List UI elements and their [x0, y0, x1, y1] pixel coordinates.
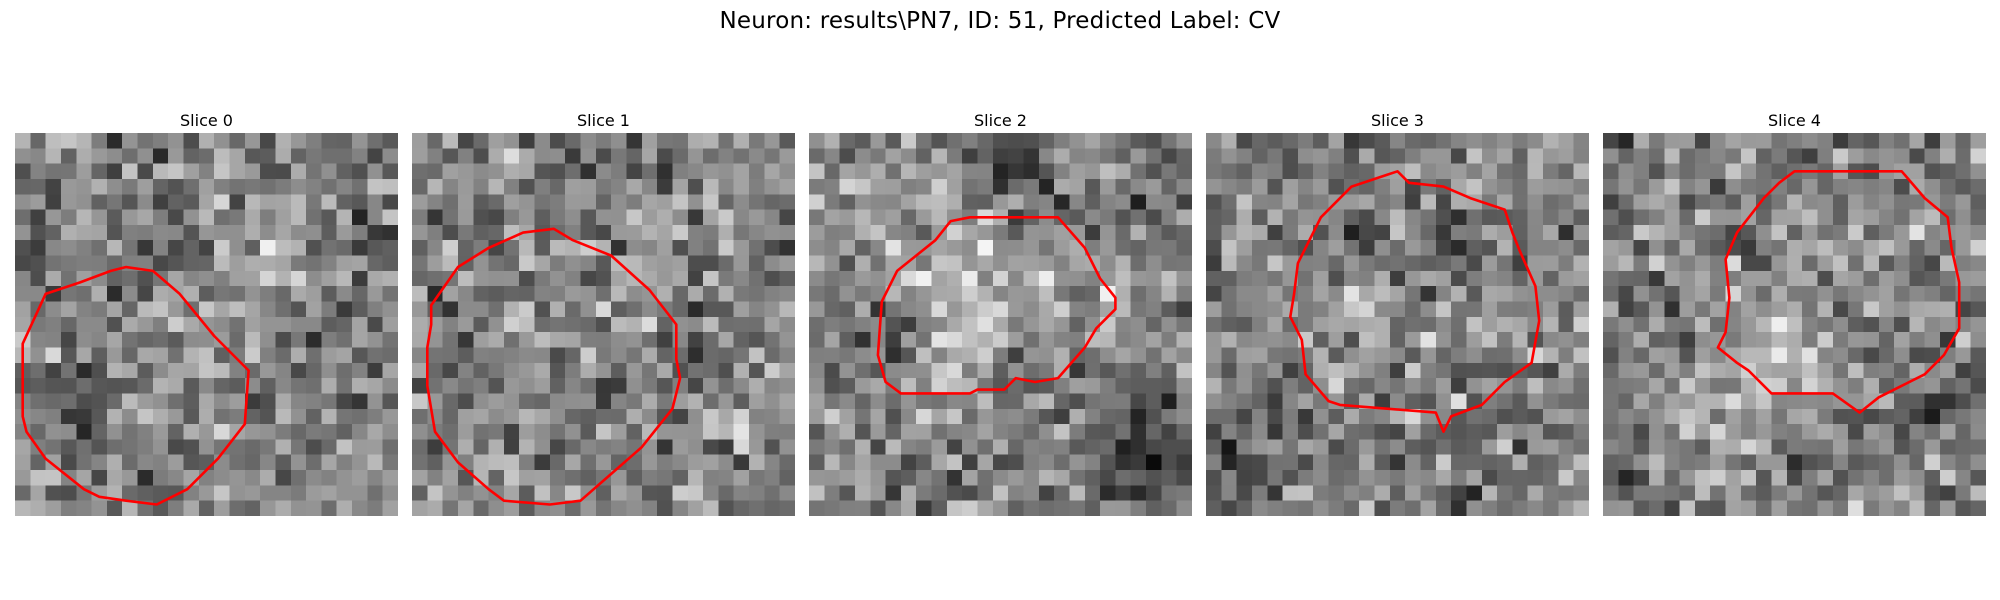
slice-panel-2: Slice 2: [809, 109, 1192, 516]
slice-title-1: Slice 1: [577, 111, 630, 130]
pixel-grid: [1603, 133, 1986, 516]
slice-title-2: Slice 2: [974, 111, 1027, 130]
figure-title: Neuron: results\PN7, ID: 51, Predicted L…: [719, 8, 1281, 34]
slice-image-4: [1603, 133, 1986, 516]
slice-panel-1: Slice 1: [412, 109, 795, 516]
slice-image-3: [1206, 133, 1589, 516]
pixel-grid: [1206, 133, 1589, 516]
pixel-grid: [809, 133, 1192, 516]
slice-image-2: [809, 133, 1192, 516]
slice-image-1: [412, 133, 795, 516]
slice-panel-3: Slice 3: [1206, 109, 1589, 516]
slice-title-3: Slice 3: [1371, 111, 1424, 130]
segmentation-contour: [21, 265, 250, 506]
segmentation-contour: [876, 216, 1117, 395]
segmentation-contour: [1716, 169, 1961, 414]
segmentation-contour: [1289, 169, 1541, 434]
slice-title-0: Slice 0: [180, 111, 233, 130]
pixel-grid: [15, 133, 398, 516]
pixel-grid: [412, 133, 795, 516]
slice-panel-4: Slice 4: [1603, 109, 1986, 516]
segmentation-contour: [426, 227, 682, 506]
slice-image-0: [15, 133, 398, 516]
slice-panel-0: Slice 0: [15, 109, 398, 516]
slice-title-4: Slice 4: [1768, 111, 1821, 130]
